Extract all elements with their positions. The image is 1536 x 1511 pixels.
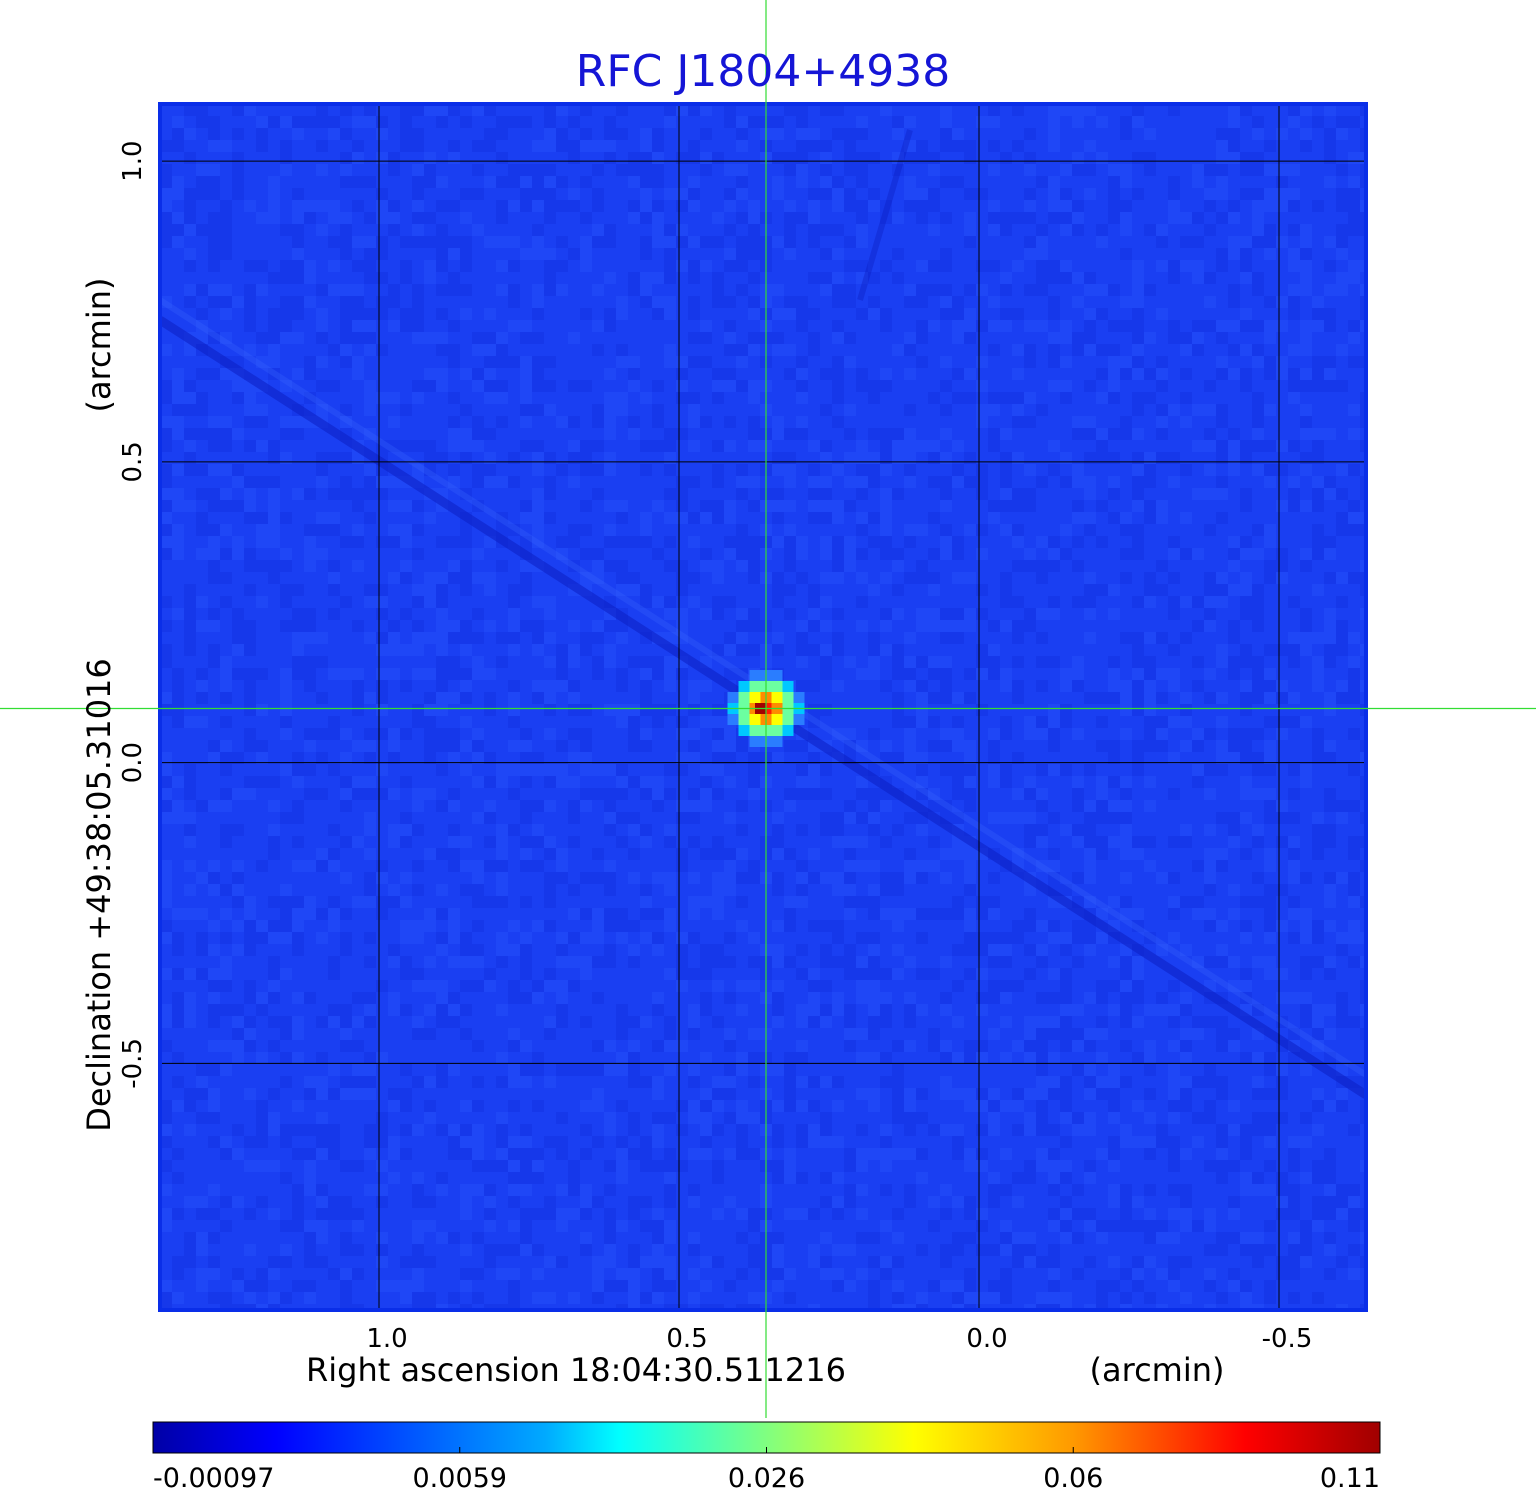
colorbar-tick-label: -0.00097 xyxy=(153,1463,274,1494)
colorbar: -0.00097 0.0059 0.026 0.06 0.11 xyxy=(152,1421,1381,1494)
y-tick-label: 1.0 xyxy=(118,140,148,181)
colorbar-tick-label: 0.0059 xyxy=(413,1463,507,1494)
x-axis-unit: (arcmin) xyxy=(1090,1351,1225,1389)
x-tick-label: 0.5 xyxy=(666,1324,707,1354)
y-tick-label: -0.5 xyxy=(118,1038,148,1089)
grid-lines xyxy=(160,104,1366,1310)
sidelobe-arc xyxy=(857,129,913,301)
axes: RFC J1804+4938 1.0 0.5 0.0 -0.5 1.0 0.5 0.0 -0.5… xyxy=(0,0,1536,1418)
x-tick-label: 1.0 xyxy=(366,1324,407,1354)
x-tick-label: 0.0 xyxy=(966,1324,1007,1354)
plot-frame xyxy=(158,102,1368,1312)
chart-title: RFC J1804+4938 xyxy=(576,46,950,97)
image-field xyxy=(160,104,1366,1310)
y-axis-unit: (arcmin) xyxy=(80,278,118,413)
noise-texture xyxy=(160,104,1366,1310)
colorbar-tick-label: 0.026 xyxy=(728,1463,805,1494)
x-axis-label: Right ascension 18:04:30.511216 xyxy=(306,1351,846,1389)
y-tick-label: 0.5 xyxy=(118,441,148,482)
image-plot-area xyxy=(158,102,1368,1312)
colorbar-tick-label: 0.06 xyxy=(1043,1463,1103,1494)
y-axis-label: Declination +49:38:05.31016 xyxy=(80,658,118,1132)
colorbar-tick-label: 0.11 xyxy=(1320,1463,1380,1494)
y-tick-label: 0.0 xyxy=(118,742,148,783)
x-tick-label: -0.5 xyxy=(1262,1324,1313,1354)
